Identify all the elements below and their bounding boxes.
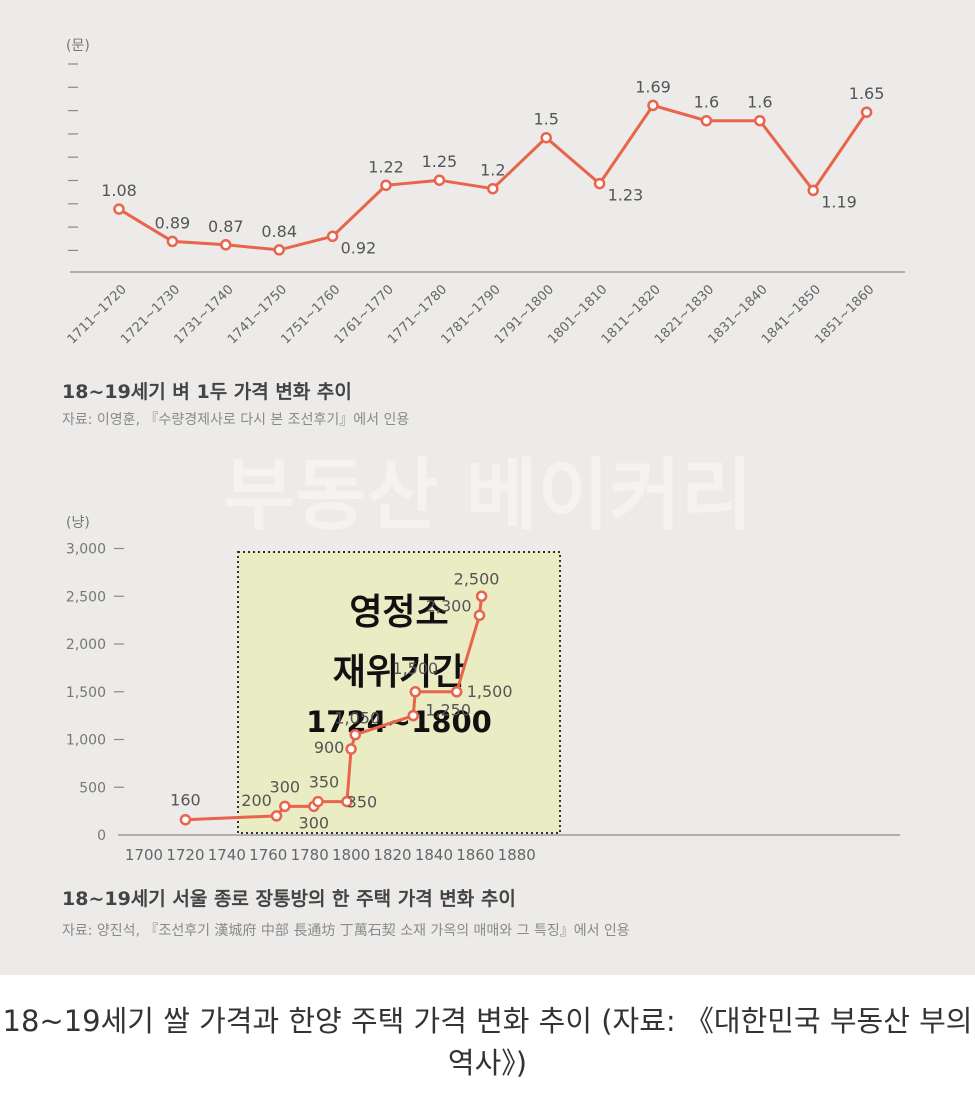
chart1-data-point — [487, 182, 499, 195]
chart1-x-tick-labels: 1711~17201721~17301731~17401741~17501751… — [65, 282, 878, 347]
chart1-data-point — [273, 244, 285, 256]
chart2-data-label: 900 — [314, 738, 345, 757]
chart1-points — [113, 99, 873, 256]
chart1-data-label: 1.6 — [747, 93, 772, 112]
chart1-data-label: 1.69 — [635, 77, 671, 96]
chart1-data-label: 1.6 — [694, 93, 719, 112]
reign-highlight-box — [237, 551, 561, 834]
chart2-data-point — [279, 800, 291, 813]
chart2-x-tick-label: 1840 — [415, 846, 453, 864]
chart1-y-ticks — [68, 63, 78, 251]
chart2-data-label: 160 — [170, 791, 201, 810]
chart2-x-tick-label: 1880 — [498, 846, 536, 864]
chart1-data-point — [647, 99, 659, 112]
highlight-line-2: 재위기간 — [333, 652, 465, 693]
chart2-data-point — [475, 590, 488, 602]
chart2-data-point — [345, 743, 357, 755]
chart2-data-label: 1,050 — [334, 709, 380, 728]
chart2-y-tick-label: 0 — [97, 828, 106, 844]
chart1-data-label: 0.89 — [155, 213, 191, 232]
chart2-y-ticks: 0 500 1,000 1,500 2,000 2,500 3,000 — [66, 542, 124, 844]
chart1-data-labels: 1.08 0.89 0.87 0.84 0.92 1.22 1.25 1.2 1.5 1.23 1.… — [101, 77, 884, 257]
highlight-line-3: 1724~1800 — [306, 705, 492, 739]
chart2-data-label: 2,300 — [426, 596, 472, 615]
chart1-data-label: 1.5 — [533, 110, 558, 129]
chart2-x-tick-label: 1760 — [249, 846, 287, 864]
chart1-data-label: 1.22 — [368, 157, 404, 176]
chart2-data-point — [179, 813, 192, 826]
chart2-data-point — [473, 609, 486, 622]
chart2-data-point — [341, 795, 353, 808]
page-caption: 18~19세기 쌀 가격과 한양 주택 가격 변화 추이 (자료: 《대한민국 … — [2, 1004, 973, 1080]
chart2-data-point — [270, 810, 283, 822]
chart2-x-tick-label: 1720 — [166, 846, 204, 864]
chart2-data-label: 1,500 — [467, 682, 513, 701]
chart1-data-point — [807, 184, 819, 197]
chart2-data-label: 350 — [309, 773, 340, 792]
chart1-data-point — [860, 106, 873, 118]
chart1-data-label: 0.84 — [261, 222, 297, 241]
chart1-data-point — [433, 174, 446, 186]
chart2-data-label: 1,250 — [425, 701, 471, 720]
chart1-title: 18~19세기 벼 1두 가격 변화 추이 — [62, 381, 352, 403]
chart2-data-label: 300 — [270, 777, 301, 796]
chart2-data-point — [349, 728, 361, 741]
chart1-data-label: 1.65 — [849, 84, 885, 103]
chart1-data-point — [220, 239, 232, 251]
chart1-data-point — [326, 230, 339, 243]
chart1-data-label: 1.25 — [422, 152, 458, 171]
watermark-text: 부동산 베이커리 — [223, 451, 752, 541]
chart2-y-tick-label: 1,000 — [66, 733, 106, 749]
chart2-x-tick-label: 1740 — [208, 846, 246, 864]
chart2-title: 18~19세기 서울 종로 장통방의 한 주택 가격 변화 추이 — [62, 888, 516, 910]
chart1-data-label: 1.2 — [480, 161, 505, 180]
chart1-data-point — [593, 177, 606, 190]
chart2-unit: (냥) — [66, 515, 90, 531]
chart2-x-tick-label: 1780 — [291, 846, 329, 864]
chart2-data-point — [409, 686, 422, 698]
chart2-y-tick-label: 1,500 — [66, 685, 106, 701]
chart2-y-tick-label: 2,000 — [66, 637, 106, 653]
chart2-points — [179, 590, 488, 826]
chart1-data-label: 1.08 — [101, 181, 137, 200]
chart1-data-point — [700, 114, 713, 127]
chart1-data-point — [540, 131, 552, 144]
chart1-data-point — [166, 235, 179, 248]
chart2-x-tick-label: 1860 — [456, 846, 494, 864]
chart1-data-point — [754, 114, 766, 127]
chart1-unit: (문) — [66, 38, 90, 54]
chart1-data-point — [380, 179, 392, 192]
chart2-data-point — [407, 709, 419, 722]
chart2-x-tick-label: 1700 — [125, 846, 163, 864]
chart-figure: 부동산 베이커리 (문) 1711~1720 1721~1730 1731~1740… — [0, 0, 975, 975]
chart2-data-label: 200 — [241, 791, 272, 810]
chart2-data-label: 300 — [299, 813, 330, 832]
chart1-data-label: 0.92 — [341, 238, 377, 257]
chart1-data-label: 1.23 — [608, 186, 644, 205]
chart2-data-point — [312, 795, 324, 808]
chart2-y-tick-label: 2,500 — [66, 589, 106, 605]
chart1-data-label: 1.19 — [821, 192, 857, 211]
chart2-y-tick-label: 500 — [79, 780, 106, 796]
chart2-data-label: 1,500 — [392, 659, 438, 678]
chart1-data-point — [113, 203, 125, 215]
chart2-source: 자료: 양진석, 『조선후기 漢城府 中部 長通坊 丁萬石契 소재 가옥의 매매… — [62, 923, 630, 939]
chart2-y-tick-label: 3,000 — [66, 542, 106, 558]
chart2-data-label: 2,500 — [454, 569, 500, 588]
chart2-data-label: 350 — [347, 793, 378, 812]
chart2-data-point — [450, 686, 463, 698]
chart1-source: 자료: 이영훈, 『수량경제사로 다시 본 조선후기』에서 인용 — [62, 412, 409, 428]
chart2-x-tick-label: 1800 — [332, 846, 370, 864]
chart2-x-tick-labels: 1700 1720 1740 1760 1780 1800 1820 1840 1860 1880 — [125, 846, 536, 864]
chart-canvas: 부동산 베이커리 (문) 1711~17201721~17301731~1740… — [62, 38, 905, 939]
chart2-x-tick-label: 1820 — [373, 846, 411, 864]
chart1-data-label: 0.87 — [208, 217, 244, 236]
highlight-line-1: 영정조 — [349, 592, 448, 633]
